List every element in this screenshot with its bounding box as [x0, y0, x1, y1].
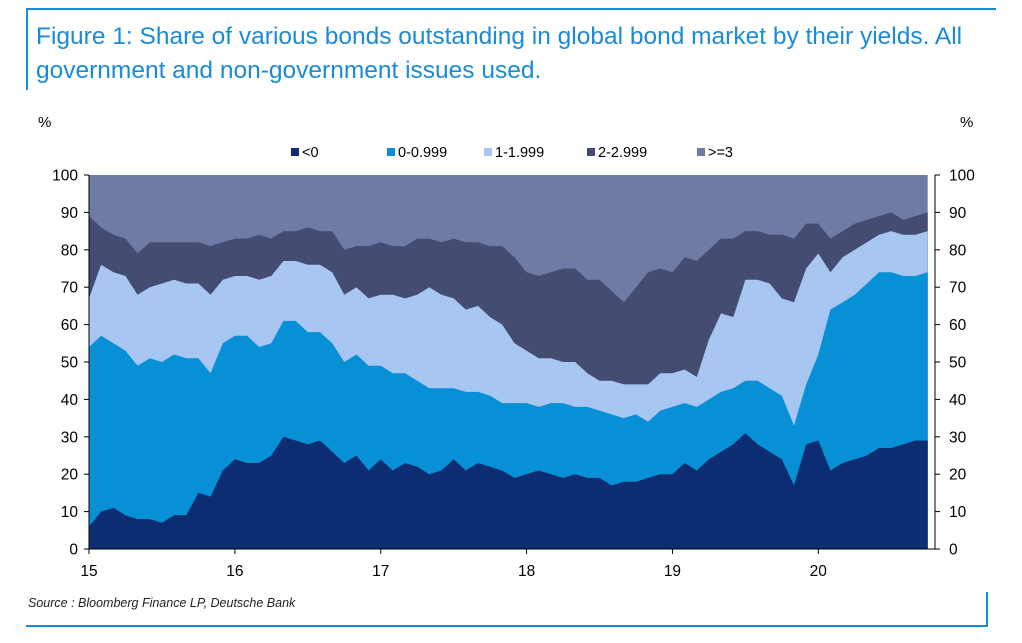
legend-swatch	[697, 148, 705, 156]
legend-label: 0-0.999	[398, 145, 447, 161]
legend-swatch	[291, 148, 299, 156]
source-note: Source : Bloomberg Finance LP, Deutsche …	[28, 596, 296, 610]
x-tick-label: 17	[372, 563, 389, 580]
y-tick-label-left: 70	[61, 280, 79, 297]
legend-label: >=3	[708, 145, 733, 161]
x-tick-label: 18	[518, 563, 535, 580]
y-tick-label-right: 90	[949, 205, 967, 222]
source-frame-right	[986, 592, 988, 627]
y-tick-label-left: 20	[61, 467, 79, 484]
y-tick-label-right: 20	[949, 467, 967, 484]
y-tick-label-left: 80	[61, 242, 79, 259]
x-tick-label: 16	[226, 563, 243, 580]
legend-swatch	[587, 148, 595, 156]
legend-swatch	[484, 148, 492, 156]
y-tick-label-left: 10	[61, 504, 79, 521]
y-tick-label-right: 50	[949, 355, 967, 372]
y-tick-label-right: 10	[949, 504, 967, 521]
legend: <0 0-0.999 1-1.999 2-2.999 >=3	[291, 145, 733, 161]
legend-swatch	[387, 148, 395, 156]
chart-areas	[89, 175, 928, 549]
source-frame-bottom	[26, 625, 988, 627]
y-tick-label-left: 60	[61, 317, 79, 334]
chart-axes: 0 0 10 10 20 20 30 30 40 40 50 50 60 60 70 70 80 80 90 90 10…	[52, 168, 975, 581]
y-tick-label-right: 0	[949, 542, 958, 559]
y-tick-label-right: 60	[949, 317, 967, 334]
y-tick-label-left: 100	[52, 168, 78, 185]
y-tick-label-right: 40	[949, 392, 967, 409]
figure-title: Figure 1: Share of various bonds outstan…	[36, 23, 963, 84]
left-axis-unit: %	[38, 114, 52, 131]
y-tick-label-left: 90	[61, 205, 79, 222]
y-tick-label-left: 40	[61, 392, 79, 409]
legend-label: <0	[302, 145, 319, 161]
y-tick-label-right: 70	[949, 280, 967, 297]
y-tick-label-right: 100	[949, 168, 975, 185]
y-tick-label-left: 0	[69, 542, 78, 559]
title-frame-top	[26, 8, 996, 10]
x-tick-label: 20	[810, 563, 828, 580]
right-axis-unit: %	[960, 114, 974, 131]
y-tick-label-left: 30	[61, 429, 79, 446]
x-tick-label: 15	[80, 563, 97, 580]
area-series-0	[89, 433, 928, 549]
y-tick-label-left: 50	[61, 355, 79, 372]
legend-label: 2-2.999	[598, 145, 647, 161]
legend-label: 1-1.999	[495, 145, 544, 161]
y-tick-label-right: 30	[949, 429, 967, 446]
x-tick-label: 19	[664, 563, 681, 580]
y-tick-label-right: 80	[949, 242, 967, 259]
title-frame-left	[26, 8, 28, 90]
